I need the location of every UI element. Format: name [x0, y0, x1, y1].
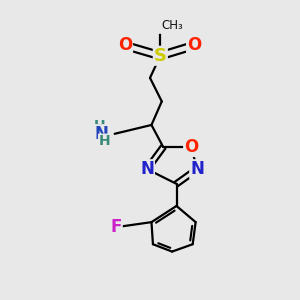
- Text: O: O: [118, 37, 132, 55]
- Text: N: N: [94, 125, 108, 143]
- Text: O: O: [184, 138, 198, 156]
- Text: N: N: [190, 160, 204, 178]
- Text: O: O: [187, 37, 201, 55]
- Text: CH₃: CH₃: [162, 19, 184, 32]
- Text: H: H: [94, 119, 106, 134]
- Text: H: H: [98, 134, 110, 148]
- Text: S: S: [154, 47, 167, 65]
- Text: F: F: [110, 218, 122, 236]
- Text: N: N: [140, 160, 154, 178]
